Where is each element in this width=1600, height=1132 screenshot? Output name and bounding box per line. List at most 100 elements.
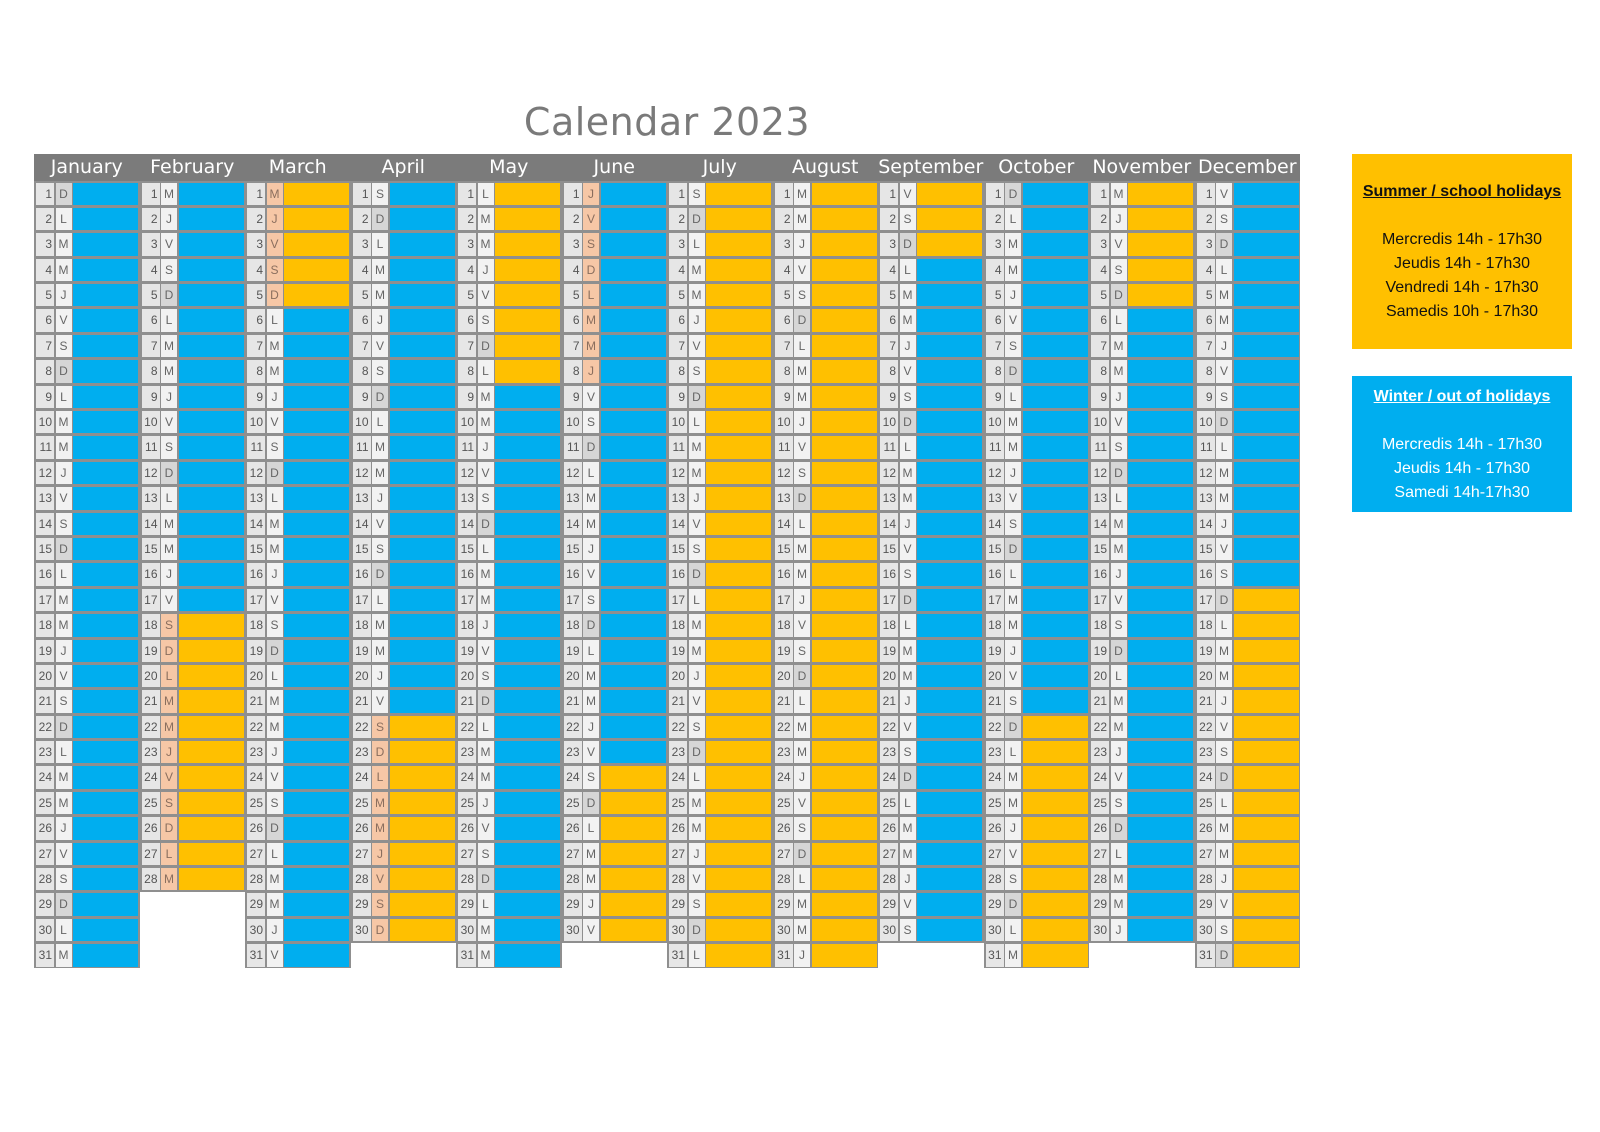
- day-row: 17 V: [1089, 587, 1195, 613]
- day-row: 29 M: [1089, 891, 1195, 918]
- summer-period-bar: [1128, 182, 1193, 205]
- day-row: 12 V: [456, 460, 562, 486]
- day-weekday-letter: M: [794, 537, 810, 561]
- summer-period-bar: [811, 766, 877, 789]
- day-number: 15: [458, 537, 476, 561]
- day-number: 6: [141, 309, 160, 332]
- summer-period-bar: [917, 233, 982, 256]
- day-number: 30: [1196, 918, 1215, 942]
- day-weekday-letter: M: [266, 537, 283, 561]
- day-weekday-letter: M: [477, 411, 494, 434]
- day-number: 13: [669, 487, 687, 510]
- summer-period-bar: [811, 868, 877, 891]
- day-row: 23 J: [1089, 739, 1195, 765]
- day-row: 10 J: [772, 409, 878, 435]
- day-number: 15: [985, 537, 1004, 561]
- day-row: 23 S: [878, 739, 984, 765]
- winter-period-bar: [73, 715, 138, 739]
- day-row: 20 L: [139, 663, 245, 689]
- day-weekday-letter: L: [899, 614, 916, 637]
- day-number: 24: [1196, 766, 1215, 789]
- winter-period-bar: [1233, 258, 1299, 282]
- summer-period-bar: [1233, 639, 1299, 662]
- summer-period-bar: [600, 893, 666, 916]
- winter-period-bar: [73, 944, 138, 967]
- day-row: 24 V: [139, 764, 245, 791]
- page-title: Calendar 2023: [523, 100, 811, 144]
- day-row: 29 V: [878, 891, 984, 918]
- day-number: 22: [458, 715, 476, 739]
- legend-summer-line: Jeudis 14h - 17h30: [1393, 255, 1531, 272]
- day-weekday-letter: J: [1110, 918, 1127, 942]
- day-row: 15 M: [772, 536, 878, 562]
- day-weekday-letter: V: [899, 537, 916, 561]
- summer-period-bar: [706, 258, 771, 282]
- day-weekday-letter: S: [1110, 791, 1127, 815]
- day-row: 18 M: [350, 612, 456, 639]
- winter-period-bar: [917, 690, 982, 713]
- winter-period-bar: [600, 614, 666, 637]
- day-number: 25: [141, 791, 160, 815]
- day-weekday-letter: M: [583, 690, 599, 713]
- day-row: 22 M: [139, 714, 245, 740]
- day-row: 24 M: [983, 764, 1089, 791]
- day-weekday-letter: J: [583, 360, 599, 383]
- day-row: 13 L: [139, 485, 245, 512]
- day-number: 6: [1196, 309, 1215, 332]
- day-number: 21: [774, 690, 793, 713]
- winter-period-bar: [389, 334, 455, 358]
- day-number: 14: [458, 512, 476, 535]
- day-weekday-letter: L: [899, 258, 916, 282]
- day-number: 9: [563, 385, 582, 409]
- day-number: 7: [669, 334, 687, 358]
- day-row: 27 M: [1194, 841, 1300, 867]
- day-weekday-letter: S: [688, 537, 705, 561]
- day-weekday-letter: S: [688, 182, 705, 205]
- day-weekday-letter: V: [372, 334, 388, 358]
- day-weekday-letter: M: [1110, 537, 1127, 561]
- day-row: 28 M: [139, 866, 245, 892]
- day-row: 13 L: [245, 485, 351, 512]
- day-number: 7: [36, 334, 54, 358]
- day-number: 4: [141, 258, 160, 282]
- day-number: 21: [247, 690, 265, 713]
- summer-period-bar: [811, 715, 877, 739]
- winter-period-bar: [917, 284, 982, 307]
- day-number: 8: [669, 360, 687, 383]
- winter-period-bar: [178, 411, 244, 434]
- summer-period-bar: [1233, 664, 1299, 688]
- day-row: 16 D: [667, 561, 773, 588]
- day-weekday-letter: D: [477, 512, 494, 535]
- day-weekday-letter: J: [1216, 334, 1232, 358]
- winter-period-bar: [1128, 817, 1193, 840]
- day-number: 7: [141, 334, 160, 358]
- month-header: February: [139, 154, 245, 181]
- day-weekday-letter: M: [1005, 233, 1021, 256]
- winter-period-bar: [284, 690, 349, 713]
- day-number: 3: [247, 233, 265, 256]
- day-number: 1: [36, 182, 54, 205]
- day-number: 27: [36, 842, 54, 866]
- day-weekday-letter: D: [583, 436, 599, 459]
- day-weekday-letter: L: [899, 791, 916, 815]
- day-row: 17 J: [772, 587, 878, 613]
- winter-period-bar: [284, 944, 349, 967]
- day-row: 23 S: [1194, 739, 1300, 765]
- summer-period-bar: [389, 766, 455, 789]
- day-weekday-letter: M: [1005, 791, 1021, 815]
- day-number: 21: [458, 690, 476, 713]
- winter-period-bar: [284, 817, 349, 840]
- day-weekday-letter: M: [1005, 588, 1021, 612]
- day-number: 1: [352, 182, 371, 205]
- day-number: 1: [985, 182, 1004, 205]
- day-weekday-letter: M: [688, 284, 705, 307]
- winter-period-bar: [1233, 360, 1299, 383]
